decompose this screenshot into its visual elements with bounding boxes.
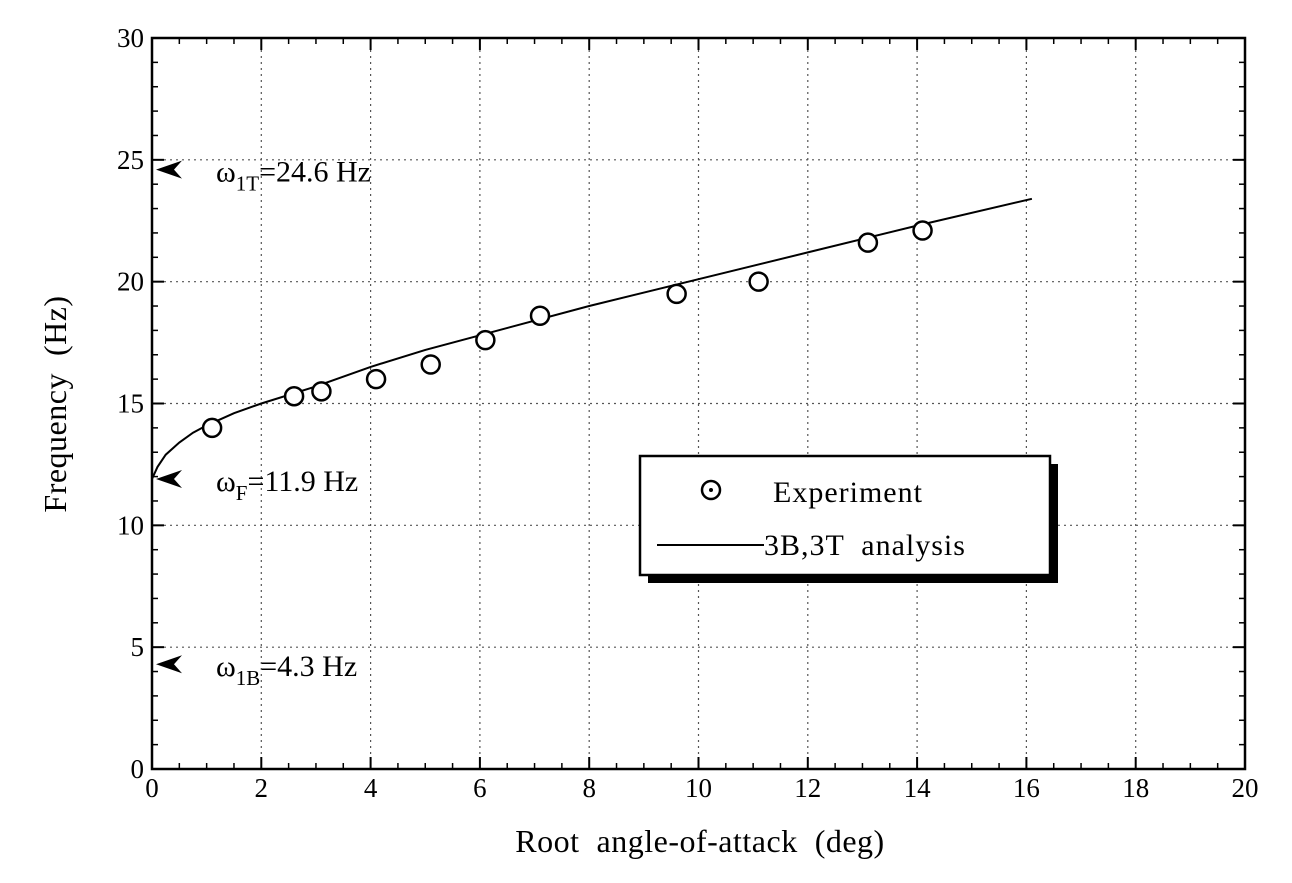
x-tick-labels: 0 2 4 6 8 10 12 14 16 18 20	[145, 773, 1258, 803]
y-tick-label: 15	[117, 389, 144, 419]
x-axis-title: Root angle-of-attack (deg)	[515, 823, 884, 859]
x-tick-label: 16	[1013, 773, 1040, 803]
legend-experiment-marker-dot	[709, 488, 713, 492]
y-tick-label: 25	[117, 145, 144, 175]
annotation-label-w1t: ω1T=24.6 Hz	[216, 156, 371, 196]
axis-ticks	[151, 37, 1246, 770]
experiment-point	[365, 368, 387, 390]
y-tick-labels: 0 5 10 15 20 25 30	[117, 23, 144, 784]
y-tick-label: 10	[117, 510, 144, 540]
experiment-point	[666, 283, 687, 305]
y-tick-label: 0	[131, 754, 145, 784]
x-tick-label: 10	[685, 773, 712, 803]
experiment-point	[420, 354, 441, 375]
frequency-annotations: ω1T=24.6 Hz ωF=11.9 Hz ω1B=4.3 Hz	[156, 156, 371, 690]
x-tick-label: 18	[1122, 773, 1149, 803]
experiment-point	[857, 232, 879, 253]
annotation-arrow	[156, 655, 182, 674]
experiment-point	[311, 381, 332, 402]
x-tick-label: 14	[904, 773, 932, 803]
legend-box	[638, 454, 1052, 577]
y-tick-label: 20	[117, 267, 144, 297]
annotation-label-w1b: ω1B=4.3 Hz	[216, 650, 357, 690]
x-tick-label: 8	[582, 773, 596, 803]
x-tick-label: 6	[473, 773, 487, 803]
legend-analysis-label: 3B,3T analysis	[764, 529, 966, 562]
experiment-point	[201, 417, 223, 439]
x-tick-label: 0	[145, 773, 159, 803]
series-experiment-markers	[201, 220, 933, 439]
series-analysis-line	[151, 197, 1033, 480]
y-axis-title: Frequency (Hz)	[37, 295, 73, 512]
x-tick-label: 4	[364, 773, 378, 803]
experiment-point	[475, 329, 496, 351]
y-tick-label: 30	[117, 23, 144, 53]
experiment-point	[912, 220, 933, 241]
legend-experiment-label: Experiment	[773, 476, 923, 509]
grid-lines	[152, 38, 1245, 769]
y-tick-label: 5	[131, 632, 145, 662]
experiment-point	[529, 305, 551, 327]
annotation-label-wf: ωF=11.9 Hz	[216, 465, 358, 505]
annotation-arrow	[156, 160, 182, 179]
annotation-arrow	[156, 470, 182, 489]
experiment-point	[283, 385, 305, 407]
x-tick-label: 2	[255, 773, 269, 803]
legend: Experiment 3B,3T analysis	[638, 454, 1058, 583]
x-tick-label: 20	[1232, 773, 1259, 803]
experiment-point	[748, 271, 769, 292]
x-tick-label: 12	[794, 773, 821, 803]
